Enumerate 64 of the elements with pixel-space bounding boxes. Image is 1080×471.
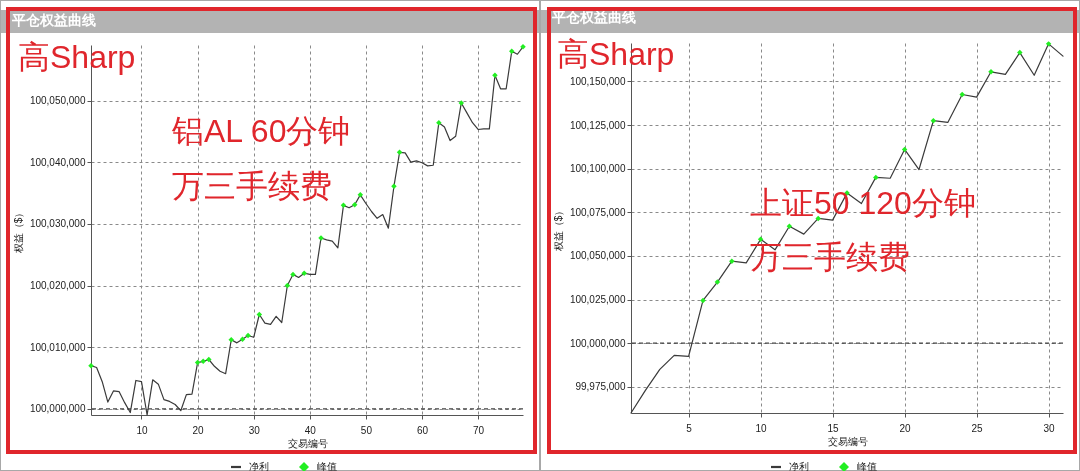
point xyxy=(228,337,234,343)
y-tick-label: 100,030,000 xyxy=(29,218,86,230)
y-tick-label: 100,150,000 xyxy=(569,75,626,87)
point xyxy=(200,358,206,365)
x-tick-label: 40 xyxy=(304,424,317,436)
x-tick-label: 60 xyxy=(416,424,429,436)
annotation: 万三手续费 xyxy=(750,239,910,275)
point xyxy=(436,119,442,126)
point xyxy=(396,149,403,156)
point xyxy=(357,192,364,198)
y-tick-label: 100,075,000 xyxy=(569,206,626,218)
point xyxy=(492,72,498,78)
y-tick-label: 100,000,000 xyxy=(569,337,626,349)
legend-label: 净利 xyxy=(789,461,809,471)
x-tick-label: 50 xyxy=(360,424,373,436)
chart-title: 平仓权益曲线 xyxy=(11,12,96,28)
x-tick-label: 25 xyxy=(971,422,984,434)
y-tick-label: 99,975,000 xyxy=(575,381,626,393)
y-tick-label: 100,010,000 xyxy=(29,341,86,353)
point xyxy=(351,201,358,208)
x-tick-label: 20 xyxy=(899,422,912,434)
y-tick-label: 100,040,000 xyxy=(29,156,86,168)
x-tick-label: 30 xyxy=(248,424,261,436)
point xyxy=(290,271,296,278)
annotation: 万三手续费 xyxy=(172,168,332,204)
legend-label: 峰值 xyxy=(317,461,337,471)
y-tick-label: 100,125,000 xyxy=(569,119,626,131)
y-tick-label: 100,025,000 xyxy=(569,294,626,306)
point xyxy=(239,336,246,342)
x-tick-label: 15 xyxy=(827,422,840,434)
chart-title: 平仓权益曲线 xyxy=(551,9,636,25)
x-tick-label: 30 xyxy=(1043,422,1056,434)
x-tick-label: 20 xyxy=(192,424,205,436)
y-tick-label: 100,000,000 xyxy=(29,403,86,415)
point xyxy=(959,91,965,98)
point xyxy=(391,183,397,189)
point xyxy=(1045,41,1052,47)
y-axis-title: 权益（$） xyxy=(12,207,24,255)
point xyxy=(301,270,307,276)
y-tick-label: 100,050,000 xyxy=(29,95,86,106)
x-tick-label: 10 xyxy=(136,424,148,436)
x-axis-title: 交易编号 xyxy=(827,435,868,447)
point xyxy=(245,332,251,339)
point xyxy=(1017,49,1023,56)
y-tick-label: 100,050,000 xyxy=(569,250,626,262)
point xyxy=(509,48,515,54)
x-tick-label: 70 xyxy=(473,424,485,436)
point xyxy=(458,100,465,106)
y-tick-label: 100,100,000 xyxy=(569,163,626,175)
point xyxy=(714,279,721,285)
point xyxy=(700,297,706,304)
x-axis-title: 交易编号 xyxy=(287,437,328,449)
annotation: 铝AL 60分钟 xyxy=(171,113,351,149)
legend-label: 净利 xyxy=(249,461,269,471)
x-tick-label: 5 xyxy=(686,422,693,434)
legend-label: 峰值 xyxy=(857,461,877,471)
point xyxy=(88,362,94,369)
point xyxy=(786,223,793,229)
point xyxy=(873,174,879,181)
y-tick-label: 100,020,000 xyxy=(29,280,86,291)
point xyxy=(729,258,735,264)
x-tick-label: 10 xyxy=(755,422,768,434)
y-axis-title: 权益（$） xyxy=(552,205,564,253)
point xyxy=(206,356,212,363)
